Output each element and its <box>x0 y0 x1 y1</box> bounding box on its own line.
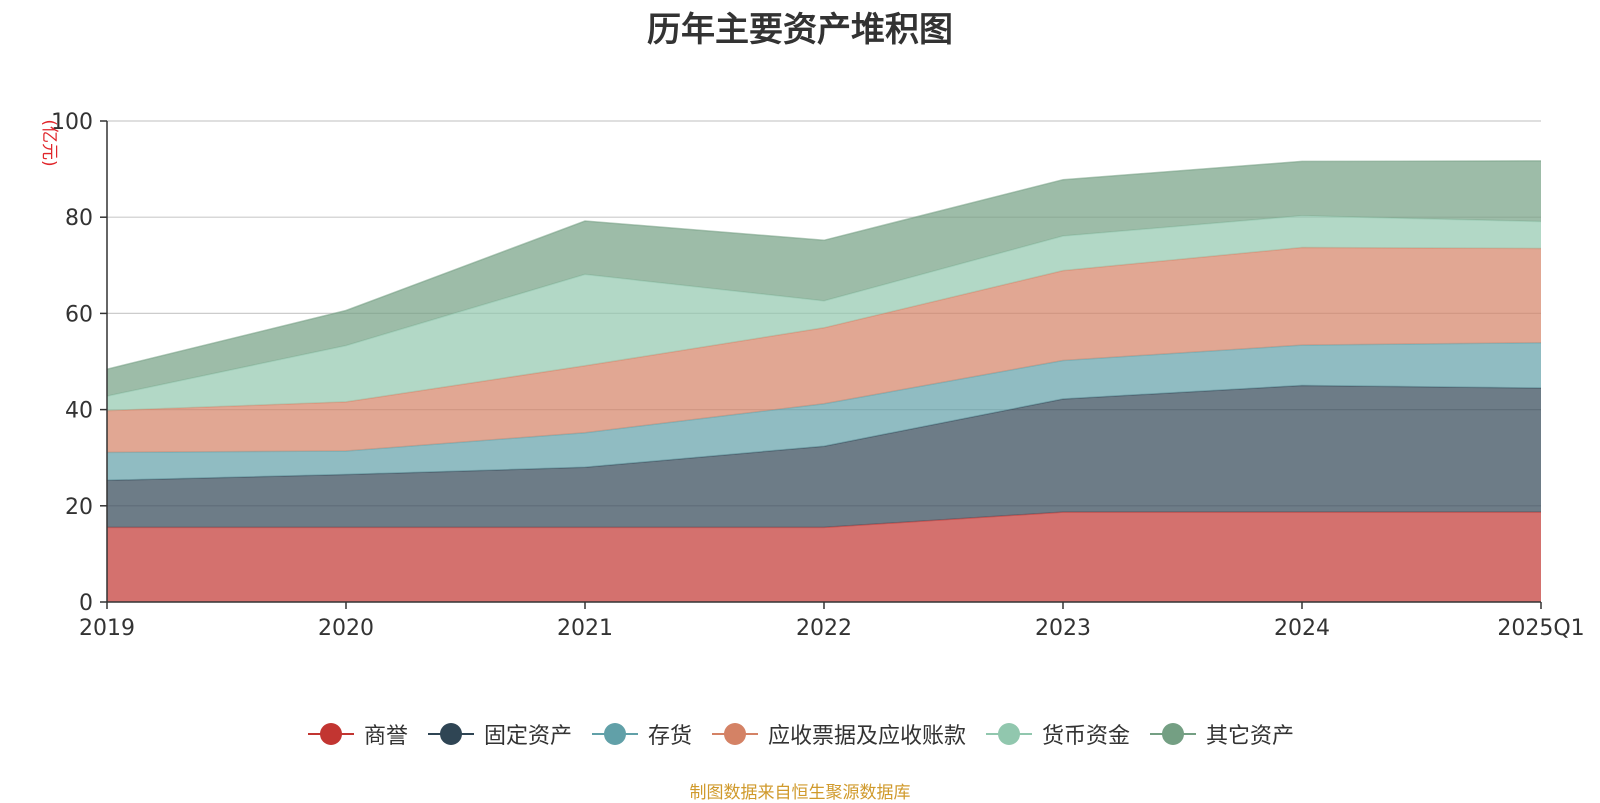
y-tick-label: 60 <box>65 302 93 327</box>
y-axis-label: (亿元) <box>39 119 59 166</box>
axes: 0 20 40 60 80 100 2019 2020 2021 2022 2023 2024 2025… <box>51 110 1585 641</box>
legend-label: 存货 <box>647 724 692 749</box>
legend: 商誉 固定资产 存货 应收票据及应收账款 货币资金 其它资产 <box>0 718 1600 750</box>
legend-symbol-icon <box>1150 723 1197 745</box>
legend-item-2[interactable]: 存货 <box>590 718 692 750</box>
legend-label: 固定资产 <box>483 724 572 749</box>
legend-label: 应收票据及应收账款 <box>768 724 967 749</box>
source-note: 制图数据来自恒生聚源数据库 <box>689 783 911 803</box>
x-tick-label: 2020 <box>318 616 374 641</box>
legend-symbol-icon <box>427 723 474 745</box>
series-line-5 <box>106 160 1542 370</box>
area-series-0 <box>107 512 1541 602</box>
x-tick-label: 2022 <box>796 616 852 641</box>
legend-label: 货币资金 <box>1042 724 1131 749</box>
area-series-4 <box>107 215 1541 411</box>
y-tick-label: 20 <box>65 495 93 520</box>
area-series-5 <box>107 160 1541 397</box>
chart-area: 0 20 40 60 80 100 2019 2020 2021 2022 2023 2024 2025… <box>39 110 1585 641</box>
legend-item-1[interactable]: 固定资产 <box>426 718 572 750</box>
x-tick-label: 2021 <box>557 616 613 641</box>
legend-symbol-icon <box>712 723 758 745</box>
area-series-3 <box>107 247 1541 453</box>
x-tick-label: 2024 <box>1274 616 1330 641</box>
area-layers <box>106 160 1542 602</box>
legend-item-4[interactable]: 货币资金 <box>984 718 1130 750</box>
legend-symbol-icon <box>591 723 638 745</box>
y-tick-label: 0 <box>79 591 93 616</box>
area-series-1 <box>107 385 1541 528</box>
y-tick-label: 100 <box>51 110 93 135</box>
y-tick-label: 40 <box>65 399 93 424</box>
legend-item-0[interactable]: 商誉 <box>306 718 408 750</box>
area-series-2 <box>107 342 1541 481</box>
chart-title: 历年主要资产堆积图 <box>647 10 953 50</box>
x-tick-label: 2023 <box>1035 616 1091 641</box>
legend-label: 其它资产 <box>1206 724 1295 749</box>
x-tick-label: 2019 <box>79 616 135 641</box>
legend-symbol-icon <box>986 723 1033 745</box>
y-tick-label: 80 <box>65 206 93 231</box>
legend-label: 商誉 <box>363 724 408 749</box>
legend-item-5[interactable]: 其它资产 <box>1148 718 1294 750</box>
legend-symbol-icon <box>307 723 354 745</box>
x-tick-label: 2025Q1 <box>1497 616 1584 641</box>
legend-item-3[interactable]: 应收票据及应收账款 <box>710 718 966 750</box>
